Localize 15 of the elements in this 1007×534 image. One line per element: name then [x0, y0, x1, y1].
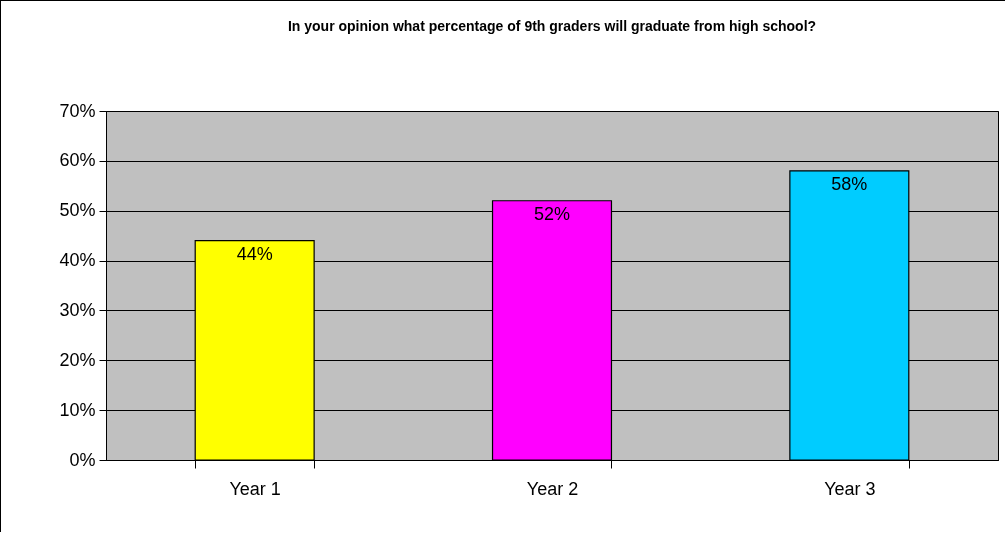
y-tick-label: 60%	[59, 150, 96, 171]
y-tick-label: 30%	[59, 299, 96, 320]
y-tick-label: 70%	[59, 100, 96, 121]
x-tick-label: Year 1	[229, 478, 281, 499]
x-tick-label: Year 2	[526, 478, 579, 499]
y-tick-label: 0%	[69, 449, 96, 470]
y-tick-label: 40%	[59, 250, 96, 271]
data-label: 52%	[533, 203, 571, 224]
chart-title: In your opinion what percentage of 9th graders will graduate from high school?	[287, 18, 817, 34]
y-tick-label: 10%	[59, 399, 96, 420]
x-tick-label: Year 3	[824, 478, 876, 499]
y-tick-label: 20%	[59, 349, 96, 370]
data-label: 58%	[831, 173, 868, 194]
data-label: 44%	[236, 243, 273, 264]
y-tick-label: 50%	[59, 200, 96, 221]
